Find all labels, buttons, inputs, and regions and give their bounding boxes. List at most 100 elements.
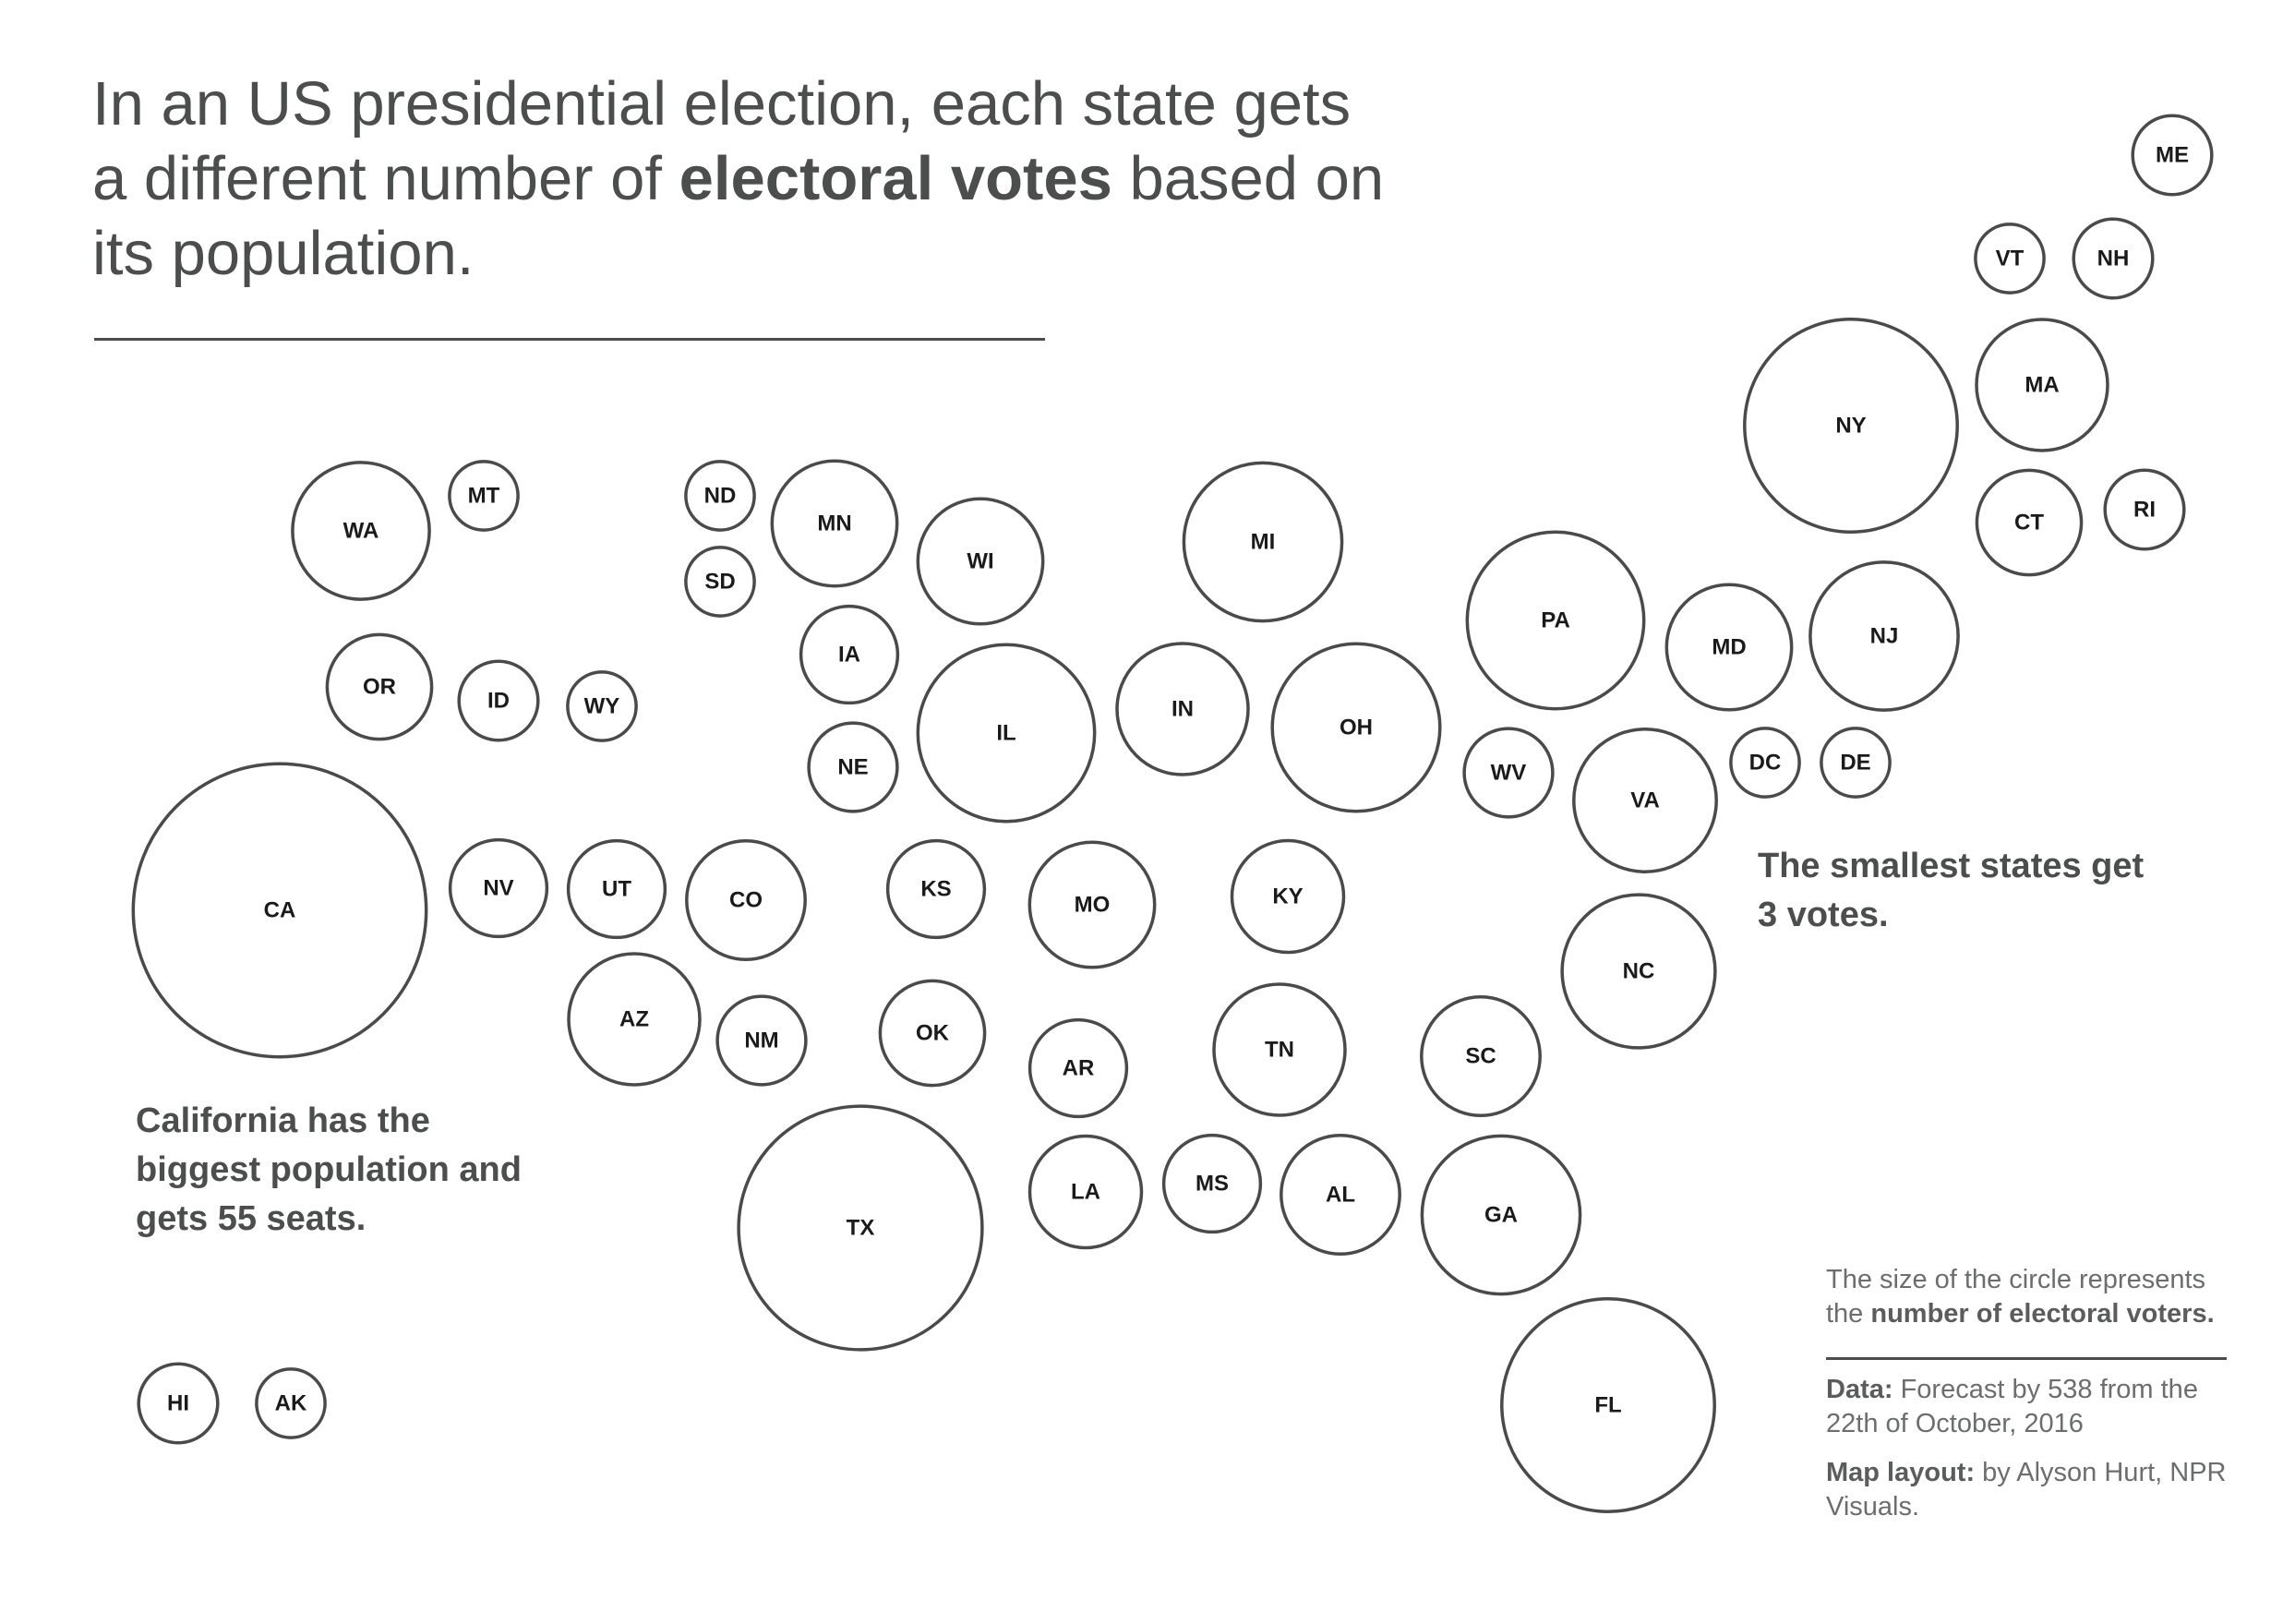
state-label-ks: KS xyxy=(920,877,951,902)
state-wv: WV xyxy=(1462,727,1555,819)
state-label-mi: MI xyxy=(1251,530,1276,555)
headline-part2: based on its population. xyxy=(92,144,1385,288)
state-label-ok: OK xyxy=(916,1021,950,1046)
state-ma: MA xyxy=(1975,318,2109,452)
state-nv: NV xyxy=(448,837,549,939)
state-circle-ak xyxy=(255,1367,327,1439)
headline-divider xyxy=(94,338,1045,341)
state-circle-ar xyxy=(1027,1017,1129,1119)
state-sd: SD xyxy=(684,546,756,618)
state-ak: AK xyxy=(255,1367,327,1439)
state-label-ms: MS xyxy=(1196,1172,1229,1197)
state-circle-nv xyxy=(448,837,549,939)
state-circle-wy xyxy=(566,670,638,742)
state-circle-nj xyxy=(1808,560,1960,712)
state-al: AL xyxy=(1280,1134,1401,1256)
state-label-az: AZ xyxy=(619,1007,649,1032)
state-label-nh: NH xyxy=(2097,247,2130,271)
california-annotation: California has the biggest population an… xyxy=(136,1101,522,1238)
state-label-ct: CT xyxy=(2014,511,2044,535)
state-tx: TX xyxy=(737,1104,984,1352)
state-label-ak: AK xyxy=(275,1391,307,1416)
state-label-id: ID xyxy=(487,689,510,714)
state-circle-ct xyxy=(1975,468,2084,577)
state-circle-fl xyxy=(1500,1297,1716,1513)
state-label-hi: HI xyxy=(167,1391,189,1416)
state-circle-nc xyxy=(1560,893,1717,1050)
legend-size-bold: number of electoral voters. xyxy=(1870,1299,2215,1329)
state-circle-vt xyxy=(1974,223,2046,295)
state-fl: FL xyxy=(1500,1297,1716,1513)
legend-credit: Map layout: by Alyson Hurt, NPR Visuals. xyxy=(1826,1456,2232,1524)
state-hi: HI xyxy=(137,1362,220,1445)
state-in: IN xyxy=(1115,642,1250,776)
state-circle-hi xyxy=(137,1362,220,1445)
state-label-ma: MA xyxy=(2025,373,2059,398)
state-circle-va xyxy=(1572,728,1718,873)
state-circle-me xyxy=(2131,114,2214,197)
legend-data-text: Forecast by 538 from the 22th of October… xyxy=(1826,1375,2198,1438)
state-label-ia: IA xyxy=(838,643,860,668)
state-de: DE xyxy=(1820,727,1892,799)
state-circle-dc xyxy=(1729,727,1801,799)
state-circle-sd xyxy=(684,546,756,618)
legend-data-label: Data: xyxy=(1826,1375,1893,1404)
state-circle-la xyxy=(1027,1134,1144,1250)
state-dc: DC xyxy=(1729,727,1801,799)
state-circle-sc xyxy=(1420,995,1542,1117)
state-label-nm: NM xyxy=(744,1029,778,1053)
state-circle-ny xyxy=(1743,318,1959,534)
legend-layout-text: by Alyson Hurt, NPR Visuals. xyxy=(1826,1458,2227,1522)
state-label-de: DE xyxy=(1840,751,1870,776)
state-ok: OK xyxy=(878,979,987,1088)
state-label-fl: FL xyxy=(1594,1393,1621,1418)
state-nd: ND xyxy=(684,460,756,532)
state-ms: MS xyxy=(1161,1133,1263,1234)
state-circle-ri xyxy=(2103,468,2186,551)
state-az: AZ xyxy=(567,952,702,1087)
state-mn: MN xyxy=(770,459,899,588)
state-circle-wi xyxy=(916,497,1045,626)
state-oh: OH xyxy=(1270,642,1442,813)
state-label-md: MD xyxy=(1712,635,1746,660)
state-circle-in xyxy=(1115,642,1250,776)
state-label-ca: CA xyxy=(264,898,296,923)
state-label-il: IL xyxy=(996,721,1015,746)
state-label-ny: NY xyxy=(1835,414,1866,439)
state-circle-wa xyxy=(291,461,431,601)
state-label-va: VA xyxy=(1630,788,1660,813)
state-label-co: CO xyxy=(729,888,763,913)
state-circle-nm xyxy=(715,994,808,1087)
state-label-nc: NC xyxy=(1623,959,1655,984)
state-circle-id xyxy=(457,659,540,742)
state-label-in: IN xyxy=(1172,697,1194,722)
state-circle-ok xyxy=(878,979,987,1088)
state-circle-oh xyxy=(1270,642,1442,813)
headline-bold: electoral votes xyxy=(679,144,1112,213)
state-label-nv: NV xyxy=(483,876,513,901)
state-label-vt: VT xyxy=(1996,247,2025,271)
state-label-wy: WY xyxy=(584,694,620,719)
state-ga: GA xyxy=(1420,1134,1582,1296)
state-me: ME xyxy=(2131,114,2214,197)
state-label-mn: MN xyxy=(817,511,851,536)
state-circle-mt xyxy=(448,460,520,532)
headline-part1: In an US presidential election, each sta… xyxy=(92,69,1352,213)
state-circle-tn xyxy=(1212,982,1347,1117)
legend-source: Data: Forecast by 538 from the 22th of O… xyxy=(1826,1373,2232,1441)
state-label-me: ME xyxy=(2156,143,2189,168)
state-label-tn: TN xyxy=(1265,1038,1294,1063)
state-or: OR xyxy=(325,632,434,741)
state-label-ar: AR xyxy=(1063,1056,1095,1081)
state-label-oh: OH xyxy=(1340,716,1373,740)
state-circle-ky xyxy=(1230,838,1346,955)
state-circle-ca xyxy=(131,762,428,1059)
state-ky: KY xyxy=(1230,838,1346,955)
state-circle-ne xyxy=(807,721,899,813)
legend-size-note: The size of the circle represents the nu… xyxy=(1826,1263,2232,1331)
state-circle-ia xyxy=(799,604,900,705)
state-circle-nh xyxy=(2072,217,2155,300)
state-circle-md xyxy=(1664,583,1794,712)
state-circle-de xyxy=(1820,727,1892,799)
state-nh: NH xyxy=(2072,217,2155,300)
